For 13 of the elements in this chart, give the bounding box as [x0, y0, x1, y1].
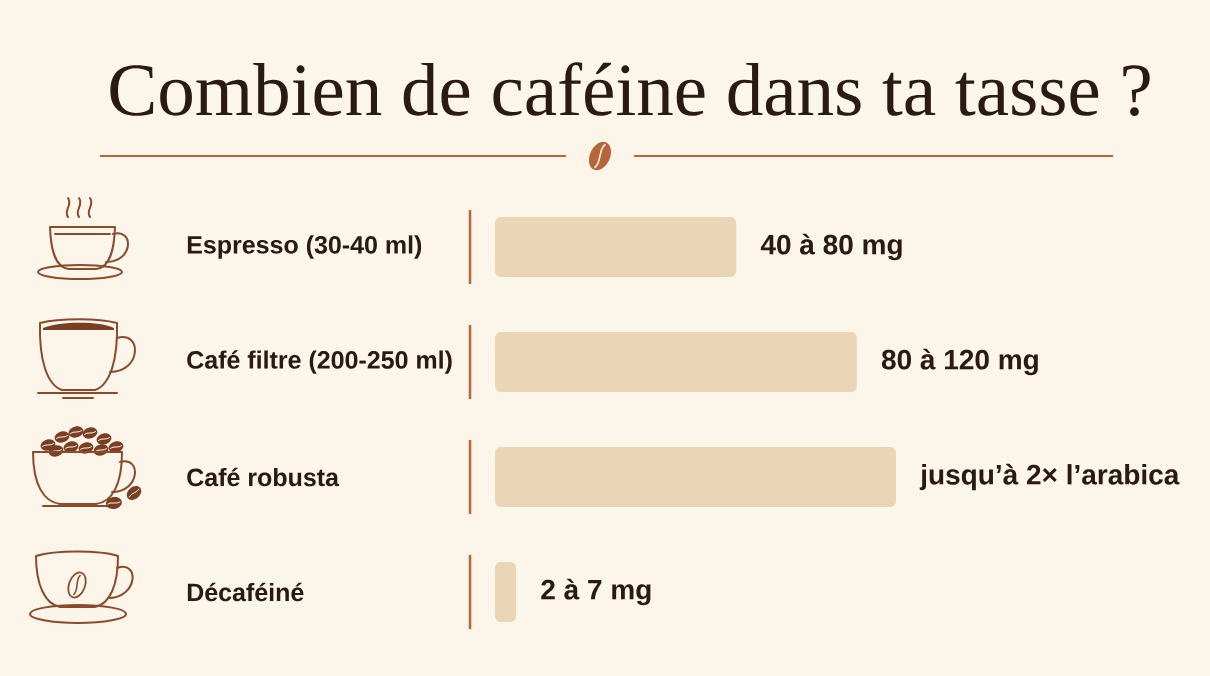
- y-tick-label: Café robusta: [187, 467, 340, 487]
- y-tick-label: Espresso (30-40 ml): [187, 235, 422, 259]
- bar: [495, 446, 897, 507]
- data-label: 80 à 120 mg: [881, 348, 1038, 376]
- data-label: 40 à 80 mg: [760, 233, 902, 261]
- y-tick-label: Café filtre (200-250 ml): [187, 350, 452, 374]
- bar: [495, 331, 857, 392]
- bar: [495, 216, 737, 277]
- bar: [495, 561, 517, 622]
- chart-title: Combien de caféine dans ta tasse ?: [110, 62, 1150, 117]
- y-tick-label: Décaféiné: [187, 582, 304, 602]
- data-label: 2 à 7 mg: [541, 578, 651, 606]
- data-label: jusqu’à 2× l’arabica: [919, 463, 1180, 491]
